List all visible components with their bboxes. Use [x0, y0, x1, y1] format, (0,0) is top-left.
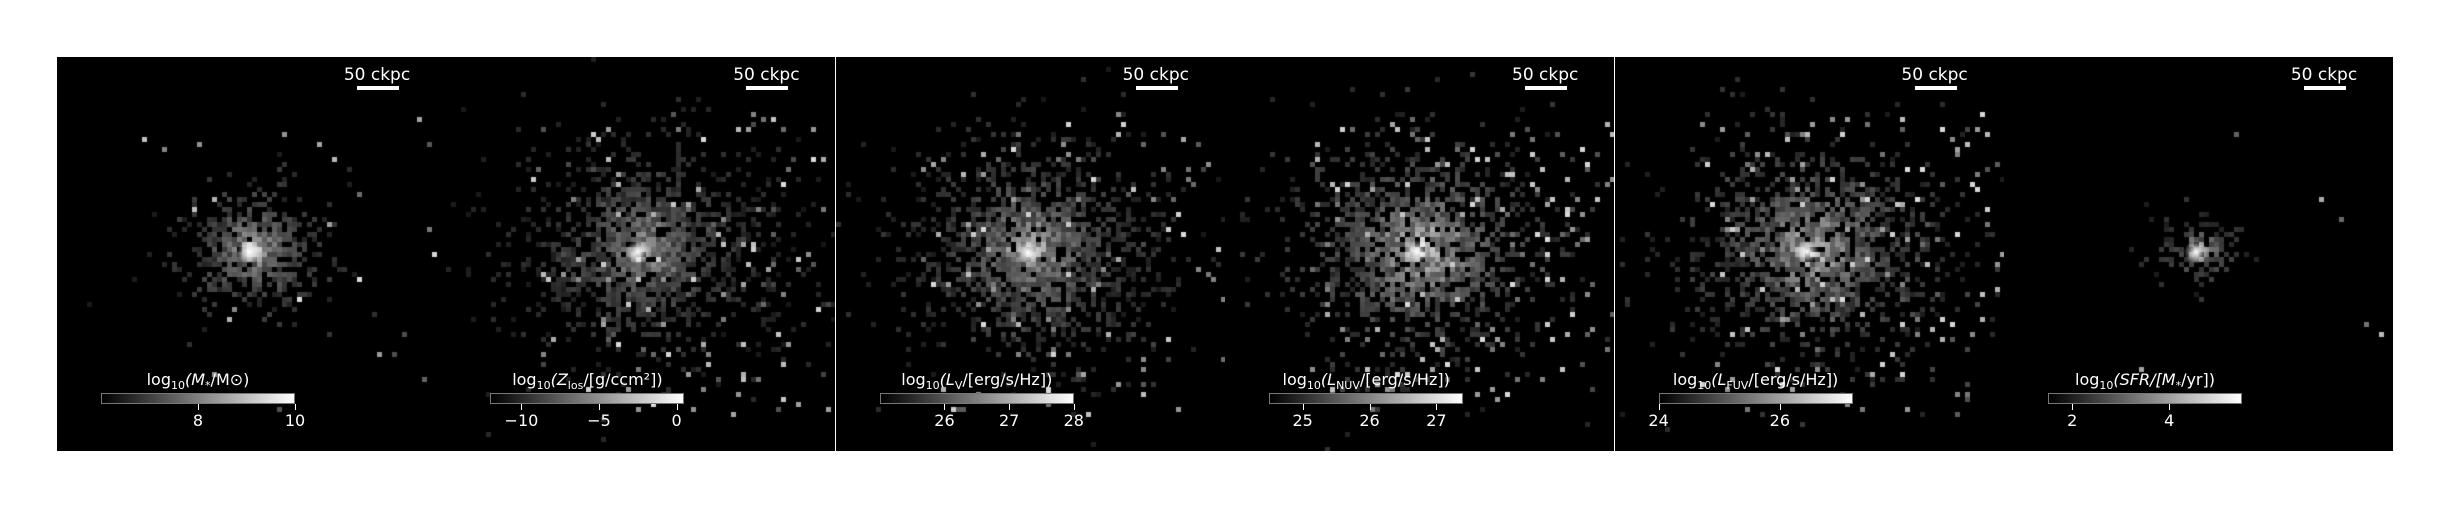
map-panel: 50 ckpc log10(LV/[erg/s/Hz]) 26 27 28 — [835, 57, 1225, 451]
scale-bar — [1135, 86, 1178, 90]
colorbar-tick-label: 26 — [934, 411, 955, 430]
colorbar-tick-label: 4 — [2164, 411, 2175, 430]
colorbar — [1269, 393, 1464, 404]
map-panel: 50 ckpc log10(SFR/[M*/yr]) 2 4 — [2004, 57, 2393, 451]
colorbar-tick — [1779, 404, 1781, 410]
colorbar-tick-label: 26 — [1359, 411, 1380, 430]
colorbar-label: log10(LV/[erg/s/Hz]) — [901, 370, 1053, 393]
colorbar-label: log10(SFR/[M*/yr]) — [2075, 370, 2215, 393]
scale-bar — [2304, 86, 2346, 90]
scale-bar-label: 50 ckpc — [343, 65, 411, 85]
scale-bar-label: 50 ckpc — [733, 65, 800, 85]
surface-density-image — [2004, 57, 2393, 451]
colorbar-tick — [944, 404, 946, 410]
colorbar-tick-label: 26 — [1769, 411, 1791, 430]
map-panel: 50 ckpc log10(M*/M⊙) 8 10 — [57, 57, 446, 451]
colorbar — [1658, 393, 1853, 404]
colorbar-tick — [676, 404, 678, 410]
colorbar-tick-label: 24 — [1648, 411, 1669, 430]
colorbar — [2048, 393, 2242, 404]
colorbar-tick-label: 8 — [192, 411, 204, 430]
colorbar-tick — [2169, 404, 2171, 410]
surface-density-image — [446, 57, 836, 451]
colorbar-tick — [198, 404, 199, 410]
colorbar-tick — [2072, 404, 2074, 410]
surface-density-image — [835, 57, 1225, 451]
colorbar-tick-label: 0 — [671, 411, 682, 430]
scale-bar — [746, 86, 789, 90]
colorbar-tick — [1302, 404, 1304, 410]
colorbar-tick-label: 27 — [1426, 411, 1447, 430]
colorbar-tick — [1073, 404, 1075, 410]
colorbar-tick-label: −10 — [504, 411, 539, 430]
surface-density-image — [1614, 57, 2004, 451]
map-panel: 50 ckpc log10(LNUV/[erg/s/Hz]) 25 26 27 — [1225, 57, 1615, 451]
colorbar-tick-label: 27 — [998, 411, 1020, 430]
colorbar-tick — [1369, 404, 1371, 410]
scale-bar-label: 50 ckpc — [1901, 65, 1968, 85]
colorbar-tick-label: −5 — [587, 411, 611, 430]
scale-bar-label: 50 ckpc — [1122, 65, 1189, 85]
colorbar-label: log10(Zlos/[g/ccm²]) — [512, 370, 663, 393]
colorbar-tick-label: 28 — [1063, 411, 1084, 430]
surface-density-image — [1225, 57, 1615, 451]
colorbar-label: log10(LNUV/[erg/s/Hz]) — [1282, 370, 1450, 393]
colorbar-tick — [295, 404, 296, 410]
colorbar-tick-label: 10 — [284, 411, 306, 430]
colorbar-tick — [1009, 404, 1011, 410]
colorbar-label: log10(LFUV/[erg/s/Hz]) — [1672, 370, 1839, 393]
colorbar-tick-label: 25 — [1292, 411, 1313, 430]
scale-bar — [357, 86, 399, 90]
colorbar-label: log10(M*/M⊙) — [146, 370, 250, 393]
colorbar — [101, 393, 295, 404]
map-panel: 50 ckpc log10(Zlos/[g/ccm²]) −10 −5 0 — [446, 57, 836, 451]
scale-bar — [1914, 86, 1957, 90]
scale-bar — [1525, 86, 1568, 90]
colorbar-tick-label: 2 — [2067, 411, 2078, 430]
map-panel: 50 ckpc log10(LFUV/[erg/s/Hz]) 24 26 — [1614, 57, 2004, 451]
colorbar-tick — [1436, 404, 1438, 410]
galaxy-map-figure: 50 ckpc log10(M*/M⊙) 8 10 50 ckpc log10(Zlos/… — [57, 57, 2393, 451]
surface-density-image — [57, 57, 446, 451]
colorbar-tick — [599, 404, 601, 410]
colorbar — [490, 393, 685, 404]
colorbar-tick — [1658, 404, 1660, 410]
scale-bar-label: 50 ckpc — [2290, 65, 2358, 85]
scale-bar-label: 50 ckpc — [1512, 65, 1579, 85]
colorbar-tick — [521, 404, 523, 410]
colorbar — [879, 393, 1074, 404]
